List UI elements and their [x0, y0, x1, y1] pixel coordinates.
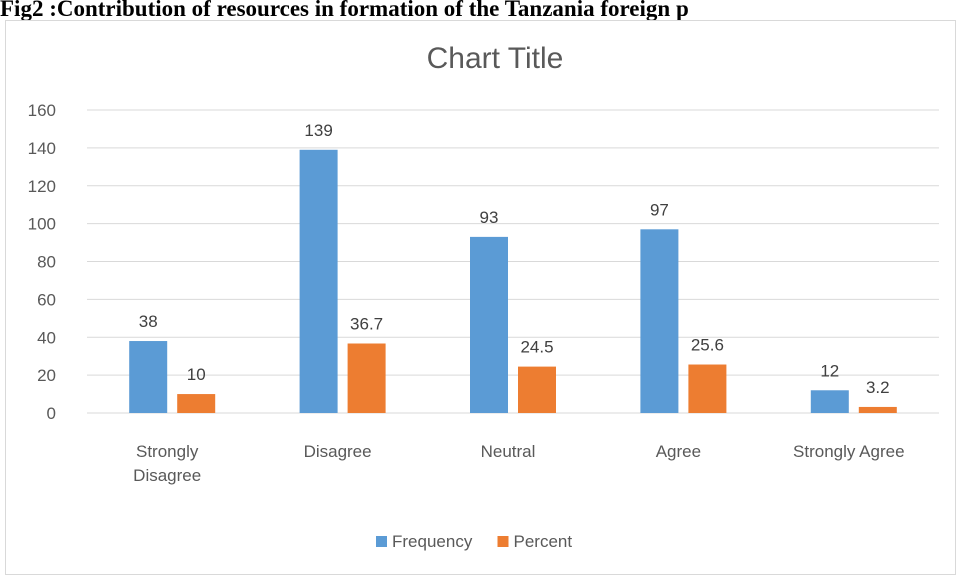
data-label: 38 [139, 312, 158, 331]
y-tick-label: 60 [37, 290, 56, 309]
chart-title: Chart Title [427, 42, 564, 75]
x-category-label: Neutral [481, 442, 536, 461]
legend-swatch-percent [497, 536, 509, 547]
data-label: 25.6 [691, 336, 724, 355]
chart-area: Chart Title 0 20 40 60 80 100 120 140 160 38 10 Stro… [5, 20, 956, 575]
data-label: 3.2 [866, 378, 890, 397]
bar-percent [858, 406, 897, 413]
bar-frequency [470, 236, 508, 413]
legend-swatch-frequency [376, 536, 387, 547]
bar-percent [688, 364, 727, 413]
figure-caption: Fig2 :Contribution of resources in forma… [0, 0, 689, 21]
x-category-label: Disagree [304, 442, 372, 461]
y-tick-label: 20 [37, 366, 56, 385]
x-category-label: Agree [656, 442, 701, 461]
data-label: 24.5 [520, 338, 553, 357]
x-category-label: Disagree [133, 466, 201, 485]
data-label: 36.7 [350, 314, 383, 333]
data-label: 12 [820, 361, 839, 380]
bar-percent [518, 366, 556, 413]
data-label: 10 [187, 365, 206, 384]
y-tick-label: 0 [47, 404, 56, 423]
bar-chart: Chart Title 0 20 40 60 80 100 120 140 160 38 10 Stro… [28, 42, 939, 551]
bar-frequency [299, 149, 338, 414]
y-tick-label: 120 [28, 177, 56, 196]
legend-label-frequency: Frequency [392, 532, 473, 551]
bar-percent [347, 343, 386, 413]
y-tick-label: 160 [28, 101, 56, 120]
y-tick-label: 100 [28, 215, 56, 234]
data-label: 139 [304, 121, 332, 140]
y-tick-label: 80 [37, 253, 56, 272]
y-tick-label: 40 [37, 328, 56, 347]
x-category-label: Strongly Agree [793, 442, 905, 461]
bar-percent [177, 394, 216, 413]
bar-frequency [810, 390, 849, 413]
legend-label-percent: Percent [514, 532, 573, 551]
y-tick-label: 140 [28, 139, 56, 158]
x-category-label: Strongly [136, 442, 199, 461]
bar-frequency [129, 341, 168, 413]
data-label: 97 [650, 200, 669, 219]
bar-frequency [640, 229, 679, 413]
data-label: 93 [480, 208, 499, 227]
